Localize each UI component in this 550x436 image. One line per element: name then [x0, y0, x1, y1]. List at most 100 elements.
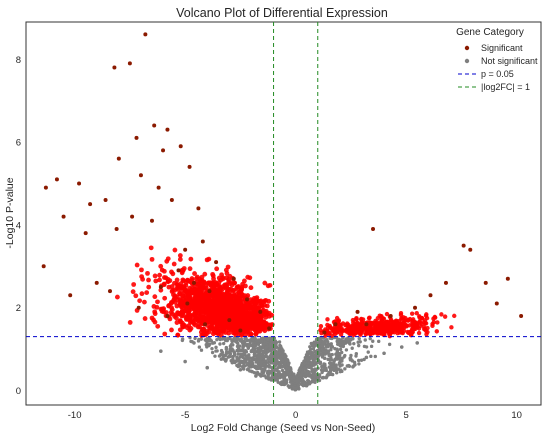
- background-gene-point: [255, 360, 258, 363]
- x-axis-ticks: -10 -5 0 5 10: [68, 410, 522, 421]
- background-gene-point: [232, 316, 237, 321]
- background-gene-point: [267, 373, 270, 376]
- significant-point: [139, 173, 143, 177]
- significant-point: [428, 293, 432, 297]
- background-gene-point: [381, 321, 385, 325]
- background-gene-point: [302, 384, 305, 387]
- background-gene-point: [264, 359, 267, 362]
- background-gene-point: [135, 263, 140, 268]
- background-gene-point: [266, 350, 269, 353]
- background-gene-point: [392, 330, 396, 334]
- background-gene-point: [142, 300, 147, 305]
- background-gene-point: [250, 337, 253, 340]
- background-gene-point: [240, 338, 243, 341]
- background-gene-point: [310, 356, 313, 359]
- background-gene-point: [249, 285, 254, 290]
- background-gene-point: [286, 370, 289, 373]
- background-gene-point: [339, 348, 342, 351]
- background-gene-point: [253, 353, 256, 356]
- background-gene-point: [423, 321, 427, 325]
- background-gene-point: [269, 358, 272, 361]
- background-gene-point: [329, 326, 333, 330]
- significant-point: [413, 306, 417, 310]
- background-gene-point: [339, 332, 343, 336]
- significant-point: [389, 314, 393, 318]
- background-gene-point: [371, 340, 374, 343]
- background-gene-point: [340, 370, 343, 373]
- not-significant-point: [230, 343, 234, 347]
- significant-point: [112, 66, 116, 70]
- background-gene-point: [173, 248, 178, 253]
- background-gene-point: [131, 282, 136, 287]
- background-gene-point: [185, 314, 190, 319]
- background-gene-point: [211, 311, 216, 316]
- not-significant-point: [314, 374, 318, 378]
- background-gene-point: [345, 348, 348, 351]
- background-gene-point: [215, 305, 220, 310]
- background-gene-point: [204, 303, 209, 308]
- not-significant-point: [159, 349, 163, 353]
- background-gene-point: [424, 312, 428, 316]
- background-gene-point: [167, 285, 172, 290]
- significant-point: [115, 227, 119, 231]
- background-gene-point: [357, 362, 360, 365]
- background-gene-point: [410, 311, 414, 315]
- significant-point: [245, 297, 249, 301]
- background-gene-point: [325, 317, 329, 321]
- background-gene-point: [262, 281, 267, 286]
- background-gene-point: [231, 349, 234, 352]
- background-gene-point: [153, 279, 158, 284]
- background-gene-point: [204, 286, 209, 291]
- significant-point: [203, 322, 207, 326]
- background-gene-point: [249, 306, 254, 311]
- background-gene-point: [162, 269, 167, 274]
- background-gene-point: [237, 363, 240, 366]
- x-tick-label: 10: [511, 410, 522, 421]
- background-gene-point: [309, 361, 312, 364]
- significant-point: [170, 198, 174, 202]
- background-gene-point: [308, 366, 311, 369]
- background-gene-point: [252, 310, 257, 315]
- background-gene-point: [202, 295, 207, 300]
- background-gene-point: [140, 291, 145, 296]
- background-gene-point: [415, 323, 419, 327]
- chart-title: Volcano Plot of Differential Expression: [176, 6, 388, 20]
- legend-not-significant-label: Not significant: [481, 56, 538, 66]
- background-gene-point: [246, 363, 249, 366]
- significant-point: [108, 289, 112, 293]
- legend-not-significant-marker: [465, 59, 469, 63]
- background-gene-point: [313, 345, 316, 348]
- background-gene-point: [218, 354, 221, 357]
- background-gene-point: [258, 347, 261, 350]
- not-significant-point: [223, 358, 227, 362]
- background-gene-point: [137, 298, 142, 303]
- significant-point: [196, 206, 200, 210]
- y-tick-label: 4: [16, 220, 21, 231]
- background-gene-point: [270, 370, 273, 373]
- background-gene-point: [388, 328, 392, 332]
- background-gene-point: [164, 259, 169, 264]
- not-significant-point: [329, 372, 333, 376]
- background-gene-point: [162, 296, 167, 301]
- background-gene-point: [199, 305, 204, 310]
- background-gene-point: [354, 317, 358, 321]
- not-significant-point: [338, 343, 342, 347]
- background-gene-point: [354, 325, 358, 329]
- background-gene-point: [329, 367, 332, 370]
- significant-point: [104, 198, 108, 202]
- not-significant-point: [365, 356, 369, 360]
- background-gene-point: [324, 367, 327, 370]
- background-gene-point: [352, 364, 355, 367]
- significant-point: [468, 248, 472, 252]
- background-gene-point: [349, 337, 352, 340]
- background-gene-point: [175, 278, 180, 283]
- x-tick-label: -5: [181, 410, 189, 421]
- background-gene-point: [253, 327, 258, 332]
- background-gene-point: [189, 340, 192, 343]
- background-gene-point: [330, 353, 333, 356]
- background-gene-point: [313, 367, 316, 370]
- background-gene-point: [223, 309, 228, 314]
- background-gene-point: [374, 355, 377, 358]
- not-significant-point: [415, 341, 419, 345]
- significant-point: [77, 181, 81, 185]
